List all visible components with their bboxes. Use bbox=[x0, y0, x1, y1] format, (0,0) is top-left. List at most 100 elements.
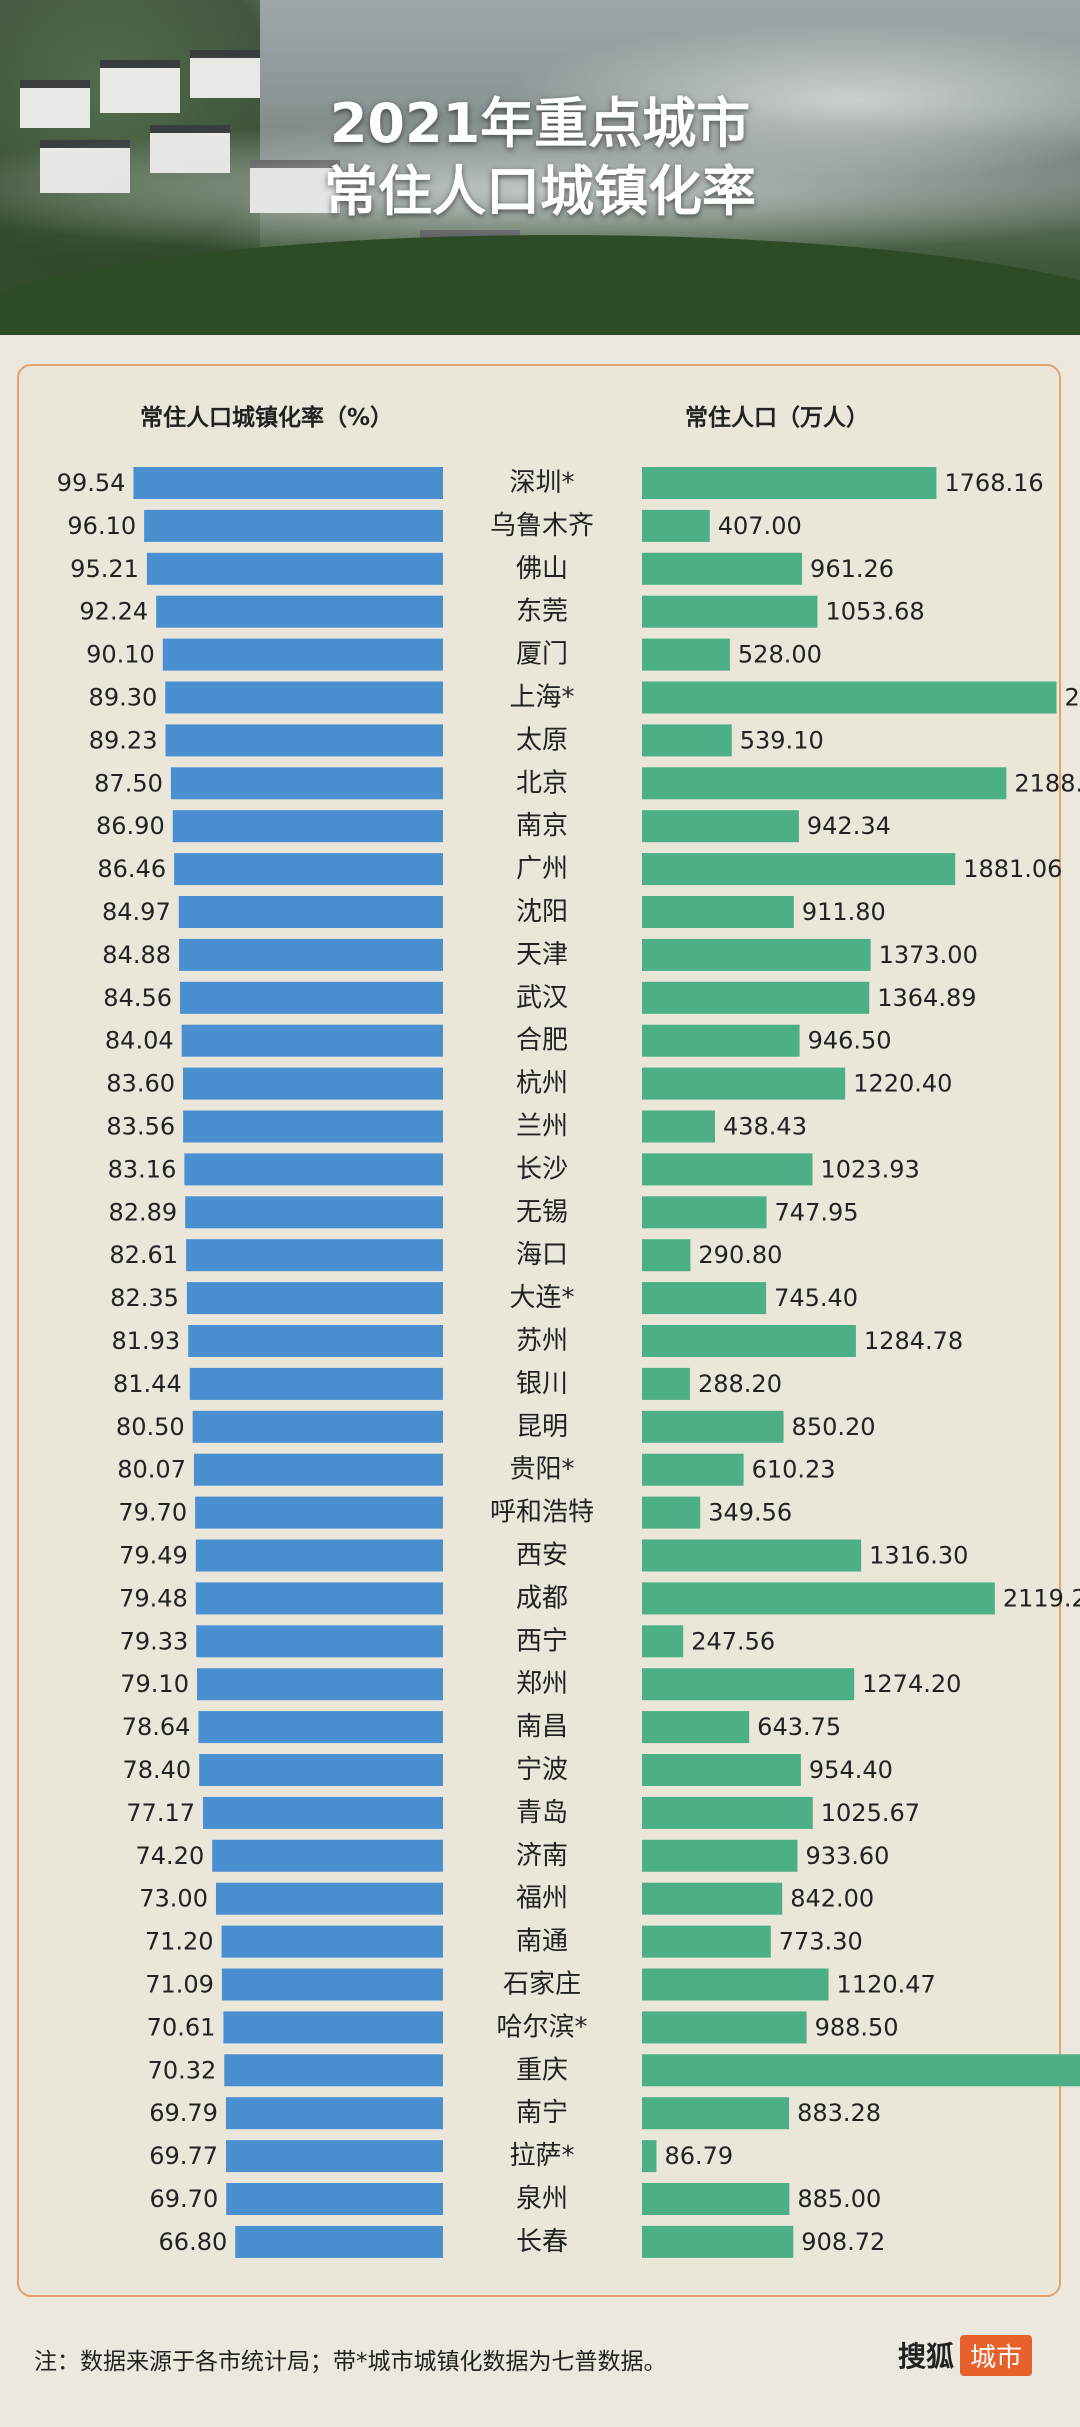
population-value-label: 2119.20 bbox=[1003, 1584, 1080, 1612]
urbanization-bar bbox=[225, 2097, 443, 2130]
urbanization-bar bbox=[172, 810, 443, 843]
population-bar bbox=[642, 595, 818, 628]
population-value-label: 883.28 bbox=[797, 2099, 881, 2127]
urbanization-value-label: 70.32 bbox=[148, 2056, 217, 2084]
city-label: 佛山 bbox=[516, 554, 568, 584]
urbanization-value-label: 79.48 bbox=[119, 1584, 188, 1612]
population-bar bbox=[642, 552, 803, 585]
city-label: 上海* bbox=[509, 683, 574, 713]
left-column-header: 常住人口城镇化率（%） bbox=[140, 405, 394, 431]
city-label: 海口 bbox=[516, 1240, 568, 1270]
urbanization-bar bbox=[170, 767, 443, 800]
population-bar bbox=[642, 981, 870, 1014]
city-label: 太原 bbox=[516, 725, 568, 755]
urbanization-value-label: 82.89 bbox=[108, 1198, 177, 1226]
population-value-label: 933.60 bbox=[805, 1842, 889, 1870]
urbanization-bar bbox=[188, 1325, 443, 1357]
brand-name: 搜狐 bbox=[898, 2340, 955, 2373]
urbanization-value-label: 84.56 bbox=[103, 984, 172, 1012]
urbanization-bar bbox=[196, 1668, 443, 1701]
city-label: 合肥 bbox=[516, 1026, 568, 1056]
population-bar bbox=[642, 1754, 801, 1786]
right-column-header: 常住人口（万人） bbox=[685, 405, 869, 431]
urbanization-value-label: 95.21 bbox=[70, 555, 139, 583]
population-value-label: 407.00 bbox=[718, 512, 802, 540]
population-bar bbox=[642, 1153, 813, 1186]
city-label: 广州 bbox=[516, 854, 568, 884]
population-bar bbox=[642, 2183, 790, 2215]
urbanization-value-label: 86.46 bbox=[97, 855, 166, 883]
city-label: 西安 bbox=[516, 1541, 568, 1571]
population-value-label: 438.43 bbox=[723, 1113, 807, 1141]
urbanization-value-label: 99.54 bbox=[57, 469, 126, 497]
city-label: 南京 bbox=[516, 811, 568, 841]
population-value-label: 911.80 bbox=[802, 898, 886, 926]
urbanization-value-label: 71.20 bbox=[145, 1928, 214, 1956]
urbanization-bar bbox=[162, 638, 443, 671]
population-bar bbox=[642, 1110, 715, 1143]
urbanization-value-label: 83.60 bbox=[106, 1070, 175, 1098]
population-value-label: 1274.20 bbox=[862, 1670, 961, 1698]
population-bar bbox=[642, 681, 1057, 714]
urbanization-bar bbox=[195, 1496, 443, 1529]
population-value-label: 290.80 bbox=[698, 1241, 782, 1269]
population-value-label: 86.79 bbox=[664, 2142, 733, 2170]
population-value-label: 988.50 bbox=[815, 2013, 899, 2041]
city-label: 兰州 bbox=[516, 1112, 568, 1142]
population-bar bbox=[642, 1839, 798, 1872]
population-value-label: 528.00 bbox=[738, 641, 822, 669]
city-label: 苏州 bbox=[516, 1326, 568, 1356]
population-bar bbox=[642, 2225, 794, 2258]
population-value-label: 1768.16 bbox=[944, 469, 1043, 497]
urbanization-value-label: 82.61 bbox=[109, 1241, 178, 1269]
city-label: 深圳* bbox=[509, 468, 574, 498]
urbanization-bar bbox=[165, 724, 444, 757]
urbanization-value-label: 79.70 bbox=[118, 1499, 187, 1527]
city-label: 哈尔滨* bbox=[496, 2012, 587, 2042]
population-bar bbox=[642, 1453, 744, 1486]
urbanization-value-label: 84.88 bbox=[102, 941, 171, 969]
city-label: 成都 bbox=[516, 1583, 568, 1613]
urbanization-bar bbox=[215, 1882, 443, 1915]
city-label: 青岛 bbox=[516, 1798, 568, 1828]
urbanization-bar bbox=[184, 1153, 443, 1186]
urbanization-bar bbox=[203, 1796, 443, 1829]
urbanization-value-label: 73.00 bbox=[139, 1885, 208, 1913]
urbanization-bar bbox=[235, 2225, 443, 2258]
population-value-label: 908.72 bbox=[801, 2228, 885, 2256]
population-value-label: 954.40 bbox=[809, 1756, 893, 1784]
urbanization-bar bbox=[193, 1453, 443, 1486]
population-bar bbox=[642, 1882, 783, 1915]
population-bar bbox=[642, 2054, 1080, 2087]
urbanization-bar bbox=[226, 2183, 443, 2215]
population-value-label: 1023.93 bbox=[820, 1155, 919, 1183]
population-value-label: 1220.40 bbox=[853, 1070, 952, 1098]
urbanization-bar bbox=[223, 2011, 443, 2044]
urbanization-bar bbox=[144, 509, 443, 542]
city-label: 南宁 bbox=[516, 2098, 568, 2128]
urbanization-value-label: 70.61 bbox=[147, 2013, 216, 2041]
urbanization-value-label: 78.40 bbox=[122, 1756, 191, 1784]
population-bar bbox=[642, 1410, 784, 1443]
population-value-label: 1053.68 bbox=[825, 598, 924, 626]
urbanization-bar bbox=[181, 1024, 443, 1057]
city-label: 福州 bbox=[516, 1884, 568, 1914]
population-bar bbox=[642, 1325, 856, 1357]
city-label: 贵阳* bbox=[509, 1455, 574, 1485]
city-label: 银川 bbox=[516, 1369, 568, 1399]
city-label: 南昌 bbox=[516, 1712, 568, 1742]
city-label: 天津 bbox=[516, 940, 568, 970]
city-label: 南通 bbox=[516, 1927, 568, 1957]
population-value-label: 850.20 bbox=[792, 1413, 876, 1441]
population-bar bbox=[642, 467, 937, 499]
urbanization-bar bbox=[221, 1925, 443, 1958]
city-label: 郑州 bbox=[516, 1669, 568, 1699]
urbanization-value-label: 66.80 bbox=[159, 2228, 228, 2256]
urbanization-bar bbox=[195, 1539, 443, 1572]
urbanization-value-label: 80.50 bbox=[116, 1413, 185, 1441]
population-value-label: 1373.00 bbox=[879, 941, 978, 969]
population-value-label: 1284.78 bbox=[864, 1327, 963, 1355]
urbanization-value-label: 79.33 bbox=[120, 1627, 189, 1655]
population-bar bbox=[642, 1539, 862, 1572]
urbanization-value-label: 82.35 bbox=[110, 1284, 179, 1312]
